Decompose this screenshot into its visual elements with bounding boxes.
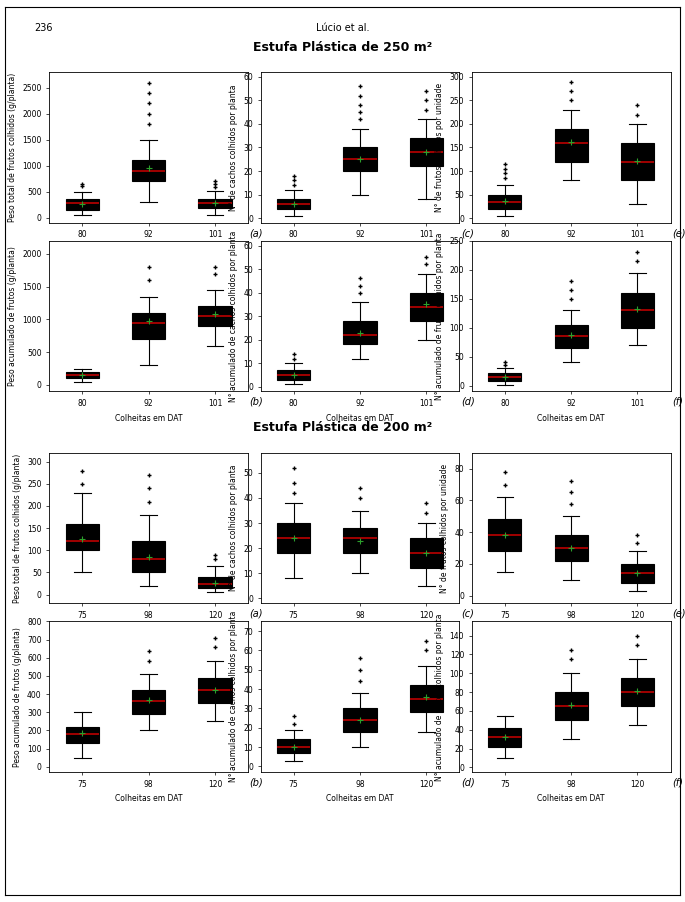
PathPatch shape — [277, 523, 310, 553]
X-axis label: Colheitas em DAT: Colheitas em DAT — [538, 626, 605, 635]
X-axis label: Colheitas em DAT: Colheitas em DAT — [115, 245, 182, 254]
X-axis label: Colheitas em DAT: Colheitas em DAT — [326, 626, 394, 635]
PathPatch shape — [555, 129, 588, 161]
PathPatch shape — [488, 373, 521, 381]
Text: (d): (d) — [461, 397, 475, 407]
Text: (f): (f) — [672, 778, 683, 787]
Text: (e): (e) — [672, 228, 685, 238]
Y-axis label: Peso total de frutos colhidos (g/planta): Peso total de frutos colhidos (g/planta) — [12, 454, 21, 603]
X-axis label: Colheitas em DAT: Colheitas em DAT — [538, 414, 605, 423]
Text: (a): (a) — [249, 609, 263, 619]
X-axis label: Colheitas em DAT: Colheitas em DAT — [538, 795, 605, 804]
PathPatch shape — [66, 372, 99, 378]
Y-axis label: N° de cachos colhidos por planta: N° de cachos colhidos por planta — [229, 84, 238, 211]
PathPatch shape — [343, 148, 377, 171]
Y-axis label: N° acumulado de cachos colhidos por planta: N° acumulado de cachos colhidos por plan… — [229, 231, 238, 401]
PathPatch shape — [277, 371, 310, 380]
Y-axis label: Peso total de frutos colhidos (g/planta): Peso total de frutos colhidos (g/planta) — [8, 73, 16, 222]
X-axis label: Colheitas em DAT: Colheitas em DAT — [326, 245, 394, 254]
PathPatch shape — [343, 529, 377, 553]
Y-axis label: N° de frutos colhidos por unidade: N° de frutos colhidos por unidade — [435, 83, 444, 212]
Y-axis label: Peso acumulado de frutos (g/planta): Peso acumulado de frutos (g/planta) — [8, 246, 16, 386]
PathPatch shape — [199, 577, 232, 588]
Y-axis label: N° de cachos colhidos por planta: N° de cachos colhidos por planta — [229, 465, 238, 592]
PathPatch shape — [488, 520, 521, 551]
PathPatch shape — [199, 307, 232, 326]
PathPatch shape — [410, 138, 443, 166]
PathPatch shape — [343, 708, 377, 732]
Text: (c): (c) — [461, 228, 473, 238]
Text: Estufa Plástica de 200 m²: Estufa Plástica de 200 m² — [253, 421, 432, 434]
X-axis label: Colheitas em DAT: Colheitas em DAT — [326, 414, 394, 423]
PathPatch shape — [621, 143, 654, 180]
X-axis label: Colheitas em DAT: Colheitas em DAT — [538, 245, 605, 254]
Y-axis label: N° de frutos colhidos por unidade: N° de frutos colhidos por unidade — [440, 464, 449, 593]
PathPatch shape — [66, 727, 99, 743]
Text: (b): (b) — [249, 397, 263, 407]
X-axis label: Colheitas em DAT: Colheitas em DAT — [115, 414, 182, 423]
PathPatch shape — [555, 535, 588, 561]
X-axis label: Colheitas em DAT: Colheitas em DAT — [326, 795, 394, 804]
PathPatch shape — [410, 292, 443, 321]
PathPatch shape — [66, 199, 99, 210]
X-axis label: Colheitas em DAT: Colheitas em DAT — [115, 626, 182, 635]
PathPatch shape — [555, 325, 588, 348]
Text: (b): (b) — [249, 778, 263, 787]
PathPatch shape — [132, 690, 165, 714]
Text: (a): (a) — [249, 228, 263, 238]
PathPatch shape — [199, 677, 232, 704]
PathPatch shape — [621, 293, 654, 327]
PathPatch shape — [132, 161, 165, 181]
Y-axis label: N° acumulado de cachos colhidos por planta: N° acumulado de cachos colhidos por plan… — [229, 612, 238, 782]
PathPatch shape — [410, 686, 443, 713]
PathPatch shape — [199, 199, 232, 208]
PathPatch shape — [66, 524, 99, 550]
Text: Lúcio et al.: Lúcio et al. — [316, 23, 369, 32]
Text: (e): (e) — [672, 609, 685, 619]
Text: (d): (d) — [461, 778, 475, 787]
PathPatch shape — [277, 740, 310, 753]
PathPatch shape — [410, 538, 443, 568]
PathPatch shape — [277, 199, 310, 208]
PathPatch shape — [621, 564, 654, 583]
Text: Estufa Plástica de 250 m²: Estufa Plástica de 250 m² — [253, 41, 432, 53]
PathPatch shape — [555, 692, 588, 721]
Text: (f): (f) — [672, 397, 683, 407]
PathPatch shape — [132, 541, 165, 573]
PathPatch shape — [343, 321, 377, 345]
PathPatch shape — [488, 728, 521, 747]
Text: 236: 236 — [34, 23, 53, 32]
Y-axis label: Peso acumulado de frutos (g/planta): Peso acumulado de frutos (g/planta) — [12, 627, 21, 767]
PathPatch shape — [488, 195, 521, 208]
Y-axis label: N° acumulado de frutos colhidos por planta: N° acumulado de frutos colhidos por plan… — [435, 233, 444, 400]
Text: (c): (c) — [461, 609, 473, 619]
Y-axis label: N° acumulado de frutos colhidos por planta: N° acumulado de frutos colhidos por plan… — [435, 613, 444, 780]
X-axis label: Colheitas em DAT: Colheitas em DAT — [115, 795, 182, 804]
PathPatch shape — [621, 678, 654, 706]
PathPatch shape — [132, 313, 165, 339]
